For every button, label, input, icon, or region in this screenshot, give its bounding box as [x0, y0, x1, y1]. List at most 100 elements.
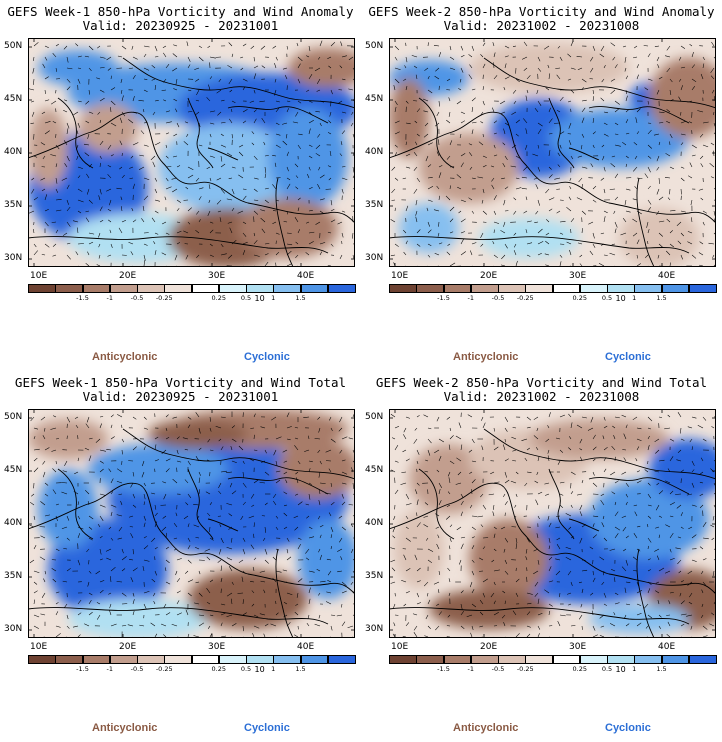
colorbar-label: -1 — [467, 294, 474, 302]
panel-title: GEFS Week-2 850-hPa Vorticity and Wind A… — [368, 4, 715, 19]
colorbar-swatch — [55, 655, 83, 664]
lat-label: 30N — [365, 624, 384, 634]
panel-week2-total: GEFS Week-2 850-hPa Vorticity and Wind T… — [361, 371, 722, 742]
colorbar-swatch — [82, 655, 111, 664]
colorbar-label: 1.5 — [656, 665, 667, 673]
colorbar-label: 0.5 — [601, 665, 613, 673]
lat-label: 40N — [4, 147, 23, 157]
lon-label: 30E — [208, 271, 226, 281]
colorbar — [28, 655, 356, 664]
legend-anticyclonic: Anticyclonic — [453, 722, 519, 734]
lat-label: 30N — [4, 624, 23, 634]
colorbar-swatch — [300, 284, 329, 293]
colorbar-label: 1.5 — [656, 294, 667, 302]
lat-label: 40N — [365, 147, 384, 157]
colorbar-label: 0.25 — [211, 665, 226, 673]
vorticity-map[interactable] — [389, 38, 716, 267]
colorbar-swatch — [109, 284, 138, 293]
colorbar-swatch — [28, 655, 56, 664]
colorbar-label: -0.5 — [130, 294, 144, 302]
colorbar-label: 1 — [271, 665, 276, 673]
colorbar-swatch — [416, 655, 444, 664]
legend-cyclonic: Cyclonic — [244, 722, 290, 734]
lat-label: 35N — [365, 200, 384, 210]
lat-label: 30N — [4, 253, 23, 263]
colorbar-swatch — [327, 284, 356, 293]
colorbar-swatch — [28, 284, 56, 293]
colorbar-swatch — [82, 284, 111, 293]
colorbar-label: -1.5 — [76, 294, 89, 302]
vorticity-map[interactable] — [389, 409, 716, 638]
lon-label: 10E — [391, 271, 409, 281]
colorbar-swatch — [607, 284, 635, 293]
colorbar-swatch — [327, 655, 356, 664]
colorbar-scale-note: 10 — [254, 294, 265, 303]
colorbar-swatch — [552, 284, 581, 293]
colorbar-label: 0.5 — [601, 294, 613, 302]
panel-valid-dates: Valid: 20231002 - 20231008 — [443, 18, 640, 33]
lon-label: 40E — [658, 271, 676, 281]
colorbar-scale-note: 10 — [615, 294, 626, 303]
colorbar-label: -1.5 — [76, 665, 89, 673]
colorbar-swatch — [273, 655, 301, 664]
colorbar-swatch — [55, 284, 83, 293]
lat-label: 40N — [4, 518, 23, 528]
colorbar-swatch — [498, 284, 526, 293]
lat-label: 35N — [4, 200, 23, 210]
panel-title: GEFS Week-1 850-hPa Vorticity and Wind T… — [14, 375, 347, 390]
colorbar-label: -0.25 — [155, 294, 173, 302]
colorbar-swatch — [300, 655, 329, 664]
colorbar-swatch — [137, 655, 165, 664]
lon-label: 20E — [480, 642, 498, 652]
colorbar-swatch — [164, 655, 192, 664]
colorbar-swatch — [443, 655, 472, 664]
panel-title: GEFS Week-2 850-hPa Vorticity and Wind T… — [375, 375, 708, 390]
lon-label: 30E — [569, 271, 587, 281]
colorbar-swatch — [191, 655, 220, 664]
colorbar-label: -0.25 — [155, 665, 173, 673]
colorbar-swatch — [246, 655, 274, 664]
legend-cyclonic: Cyclonic — [244, 351, 290, 363]
colorbar-label: -0.5 — [491, 294, 505, 302]
colorbar-label: -0.25 — [516, 294, 534, 302]
legend-cyclonic: Cyclonic — [605, 351, 651, 363]
legend-anticyclonic: Anticyclonic — [453, 351, 519, 363]
colorbar-label: 1.5 — [295, 294, 306, 302]
lat-label: 50N — [365, 412, 384, 422]
lon-label: 30E — [208, 642, 226, 652]
lat-label: 45N — [365, 465, 384, 475]
vorticity-map[interactable] — [28, 409, 355, 638]
colorbar-swatch — [498, 655, 526, 664]
colorbar — [389, 284, 717, 293]
colorbar-swatch — [688, 284, 717, 293]
colorbar-swatch — [218, 284, 247, 293]
colorbar-swatch — [164, 284, 192, 293]
colorbar-label: 1 — [271, 294, 276, 302]
lon-label: 10E — [391, 642, 409, 652]
colorbar-swatch — [470, 284, 499, 293]
colorbar-swatch — [661, 655, 690, 664]
panel-week1-anomaly: GEFS Week-1 850-hPa Vorticity and Wind A… — [0, 0, 361, 371]
colorbar-swatch — [470, 655, 499, 664]
legend-cyclonic: Cyclonic — [605, 722, 651, 734]
colorbar-label: -0.5 — [491, 665, 505, 673]
lat-label: 30N — [365, 253, 384, 263]
colorbar-swatch — [525, 655, 553, 664]
panel-valid-dates: Valid: 20231002 - 20231008 — [443, 389, 640, 404]
lat-label: 45N — [365, 94, 384, 104]
colorbar-scale-note: 10 — [615, 665, 626, 674]
colorbar-label: 0.5 — [240, 294, 252, 302]
colorbar-label: -1.5 — [437, 294, 450, 302]
colorbar-swatch — [634, 284, 662, 293]
colorbar — [28, 284, 356, 293]
lon-label: 10E — [30, 642, 48, 652]
colorbar-label: -1 — [106, 294, 113, 302]
panel-week2-anomaly: GEFS Week-2 850-hPa Vorticity and Wind A… — [361, 0, 722, 371]
colorbar-label: 0.25 — [572, 665, 587, 673]
colorbar-swatch — [579, 655, 608, 664]
lat-label: 50N — [4, 41, 23, 51]
vorticity-map[interactable] — [28, 38, 355, 267]
colorbar-label: -0.25 — [516, 665, 534, 673]
colorbar-swatch — [661, 284, 690, 293]
colorbar-label: 0.5 — [240, 665, 252, 673]
